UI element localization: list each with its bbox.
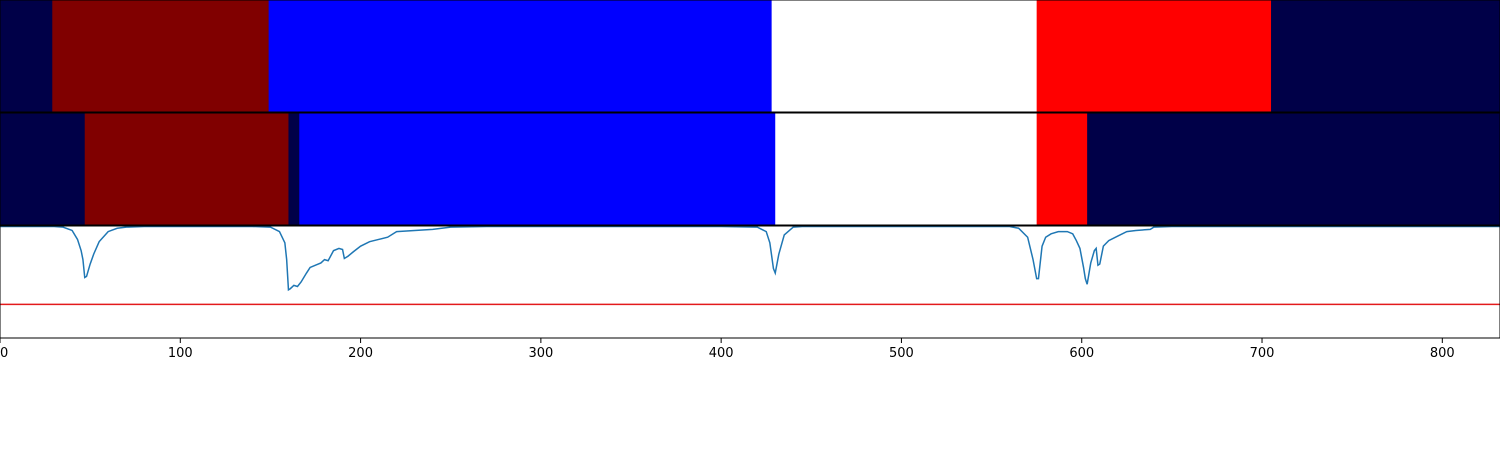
x-tick-label-500: 500	[889, 346, 914, 361]
segment-white-row0-3	[771, 0, 1038, 112]
x-axis: 0 100 200 300 400 500 600 700 800	[0, 338, 1455, 361]
segment-blue-row0-2	[268, 0, 773, 112]
segment-navy-row0-5	[1271, 0, 1500, 112]
segment-navy-row0-0	[0, 0, 53, 112]
segment-red-row1-5	[1036, 113, 1088, 225]
segment-darkred-row0-1	[52, 0, 270, 112]
segment-row-middle-frame	[0, 112, 1500, 226]
segment-row-middle	[0, 113, 1500, 225]
segment-white-row1-4	[775, 113, 1038, 225]
segment-navy-row1-6	[1087, 113, 1500, 225]
segment-navy-row1-0	[0, 113, 86, 225]
segment-blue-row1-3	[299, 113, 776, 225]
segment-darkred-row1-1	[84, 113, 290, 225]
segment-row-top-frame	[0, 0, 1500, 113]
segment-navy-row1-2	[288, 113, 300, 225]
x-tick-label-700: 700	[1250, 346, 1275, 361]
x-tick-label-600: 600	[1069, 346, 1094, 361]
boundary-panel-background	[0, 226, 1500, 338]
x-tick-label-800: 800	[1430, 346, 1455, 361]
x-tick-label-200: 200	[348, 346, 373, 361]
x-tick-label-100: 100	[168, 346, 193, 361]
boundary-panel	[0, 225, 1500, 339]
segment-red-row0-4	[1036, 0, 1272, 112]
x-tick-label-0: 0	[0, 346, 8, 361]
x-tick-label-400: 400	[709, 346, 734, 361]
x-tick-label-300: 300	[528, 346, 553, 361]
segment-row-top	[0, 0, 1500, 112]
boundary-panel-frame	[0, 225, 1500, 339]
